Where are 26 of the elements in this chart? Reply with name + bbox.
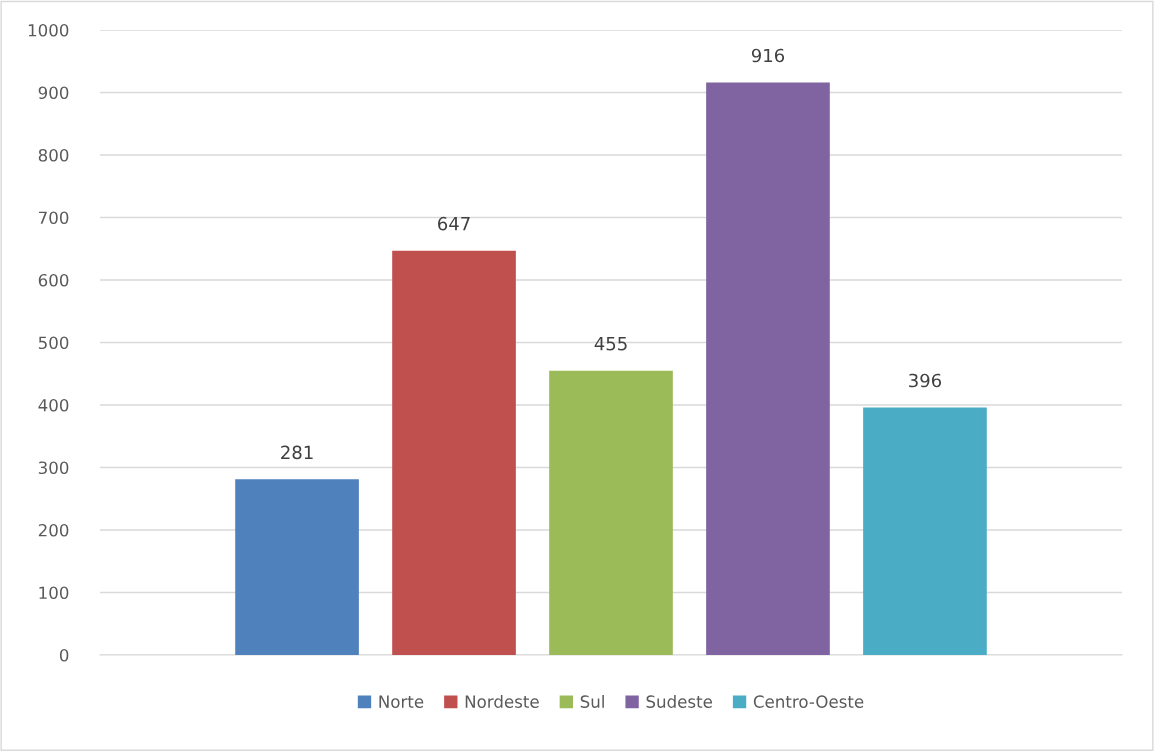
data-label: 455 — [594, 337, 627, 351]
legend-label: Nordeste — [465, 695, 539, 708]
y-tick-label: 1000 — [28, 23, 69, 37]
legend-label: Sul — [580, 695, 604, 708]
bar — [706, 82, 830, 655]
data-label: 281 — [281, 445, 313, 460]
y-tick-label: 800 — [38, 148, 69, 162]
legend-label: Sudeste — [646, 695, 712, 708]
bar — [549, 370, 673, 655]
y-tick-label: 700 — [39, 211, 69, 225]
data-label: 647 — [438, 216, 470, 231]
y-tick-label: 400 — [38, 398, 69, 412]
y-tick-label: 200 — [38, 523, 69, 537]
y-tick-label: 300 — [38, 461, 69, 475]
y-tick-label: 900 — [38, 86, 69, 100]
legend-label: Norte — [379, 695, 424, 708]
bar — [863, 407, 987, 655]
legend-label: Centro-Oeste — [753, 695, 864, 708]
data-label: 396 — [909, 373, 942, 388]
data-label: 916 — [751, 48, 785, 63]
y-tick-label: 500 — [38, 336, 69, 350]
y-tick-label: 100 — [39, 586, 69, 600]
bar — [235, 479, 359, 655]
bar — [392, 250, 516, 655]
y-tick-label: 600 — [38, 273, 69, 287]
y-tick-label: 0 — [59, 648, 69, 662]
